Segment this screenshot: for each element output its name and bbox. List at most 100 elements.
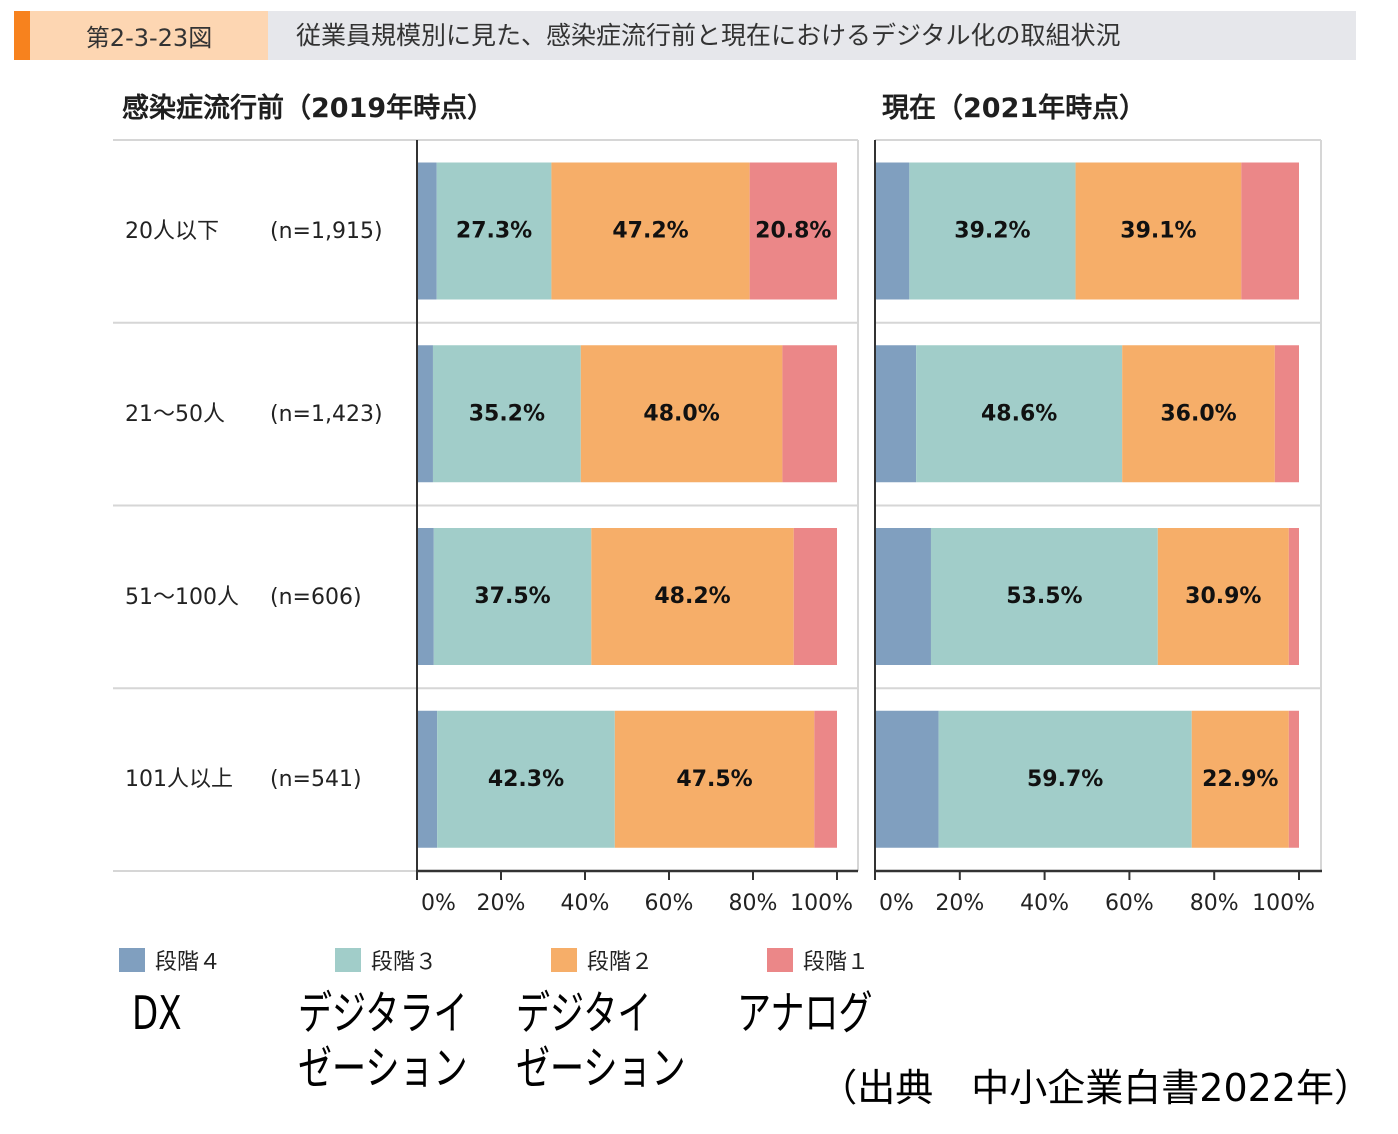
legend-label: 段階３ xyxy=(371,950,438,975)
bar-segment xyxy=(938,710,1192,848)
data-label: 48.6% xyxy=(981,401,1057,426)
legend-item-stage-1: 段階１ xyxy=(767,946,870,975)
legend-swatch xyxy=(551,948,577,972)
bar-segment xyxy=(1288,710,1299,848)
legend-label: 段階２ xyxy=(587,950,654,975)
legend-swatch xyxy=(767,948,793,972)
bar-segment xyxy=(432,345,581,483)
category-label: 101人以上 xyxy=(125,767,233,792)
legend-caption-analog: アナログ xyxy=(737,986,872,1041)
bar-segment xyxy=(580,345,783,483)
caption-line: デジタライ xyxy=(298,986,468,1040)
x-tick-label: 20% xyxy=(935,891,984,916)
source-note: （出典 中小企業白書2022年） xyxy=(819,1066,1372,1110)
header-accent-bar xyxy=(14,11,30,60)
data-label: 36.0% xyxy=(1160,401,1236,426)
bar-segment xyxy=(433,528,592,665)
sample-size-label: (n=1,423) xyxy=(270,402,383,427)
data-label: 47.5% xyxy=(676,767,752,792)
x-tick-label: 80% xyxy=(1190,891,1239,916)
bar-segment xyxy=(1075,162,1242,300)
x-tick-label: 60% xyxy=(645,891,694,916)
bar-segment xyxy=(930,528,1158,665)
data-label: 48.0% xyxy=(643,401,719,426)
figure-number-box: 第2-3-23図 xyxy=(30,11,268,60)
bar-segment xyxy=(614,710,815,848)
bar-segment xyxy=(875,345,917,483)
bar-segment xyxy=(1191,710,1289,848)
x-tick-label: 0% xyxy=(421,891,456,916)
caption-line: ゼーション xyxy=(516,1041,686,1095)
category-label: 51～100人 xyxy=(125,585,239,610)
bar-segment xyxy=(436,162,552,300)
bar-segment xyxy=(1122,345,1275,483)
bar-segment xyxy=(909,162,1076,300)
bar-segment xyxy=(591,528,794,665)
caption-line: ゼーション xyxy=(298,1041,468,1095)
data-label: 47.2% xyxy=(612,219,688,244)
legend-item-stage-4: 段階４ xyxy=(119,946,222,975)
bar-segment xyxy=(875,162,910,300)
legend-item-stage-3: 段階３ xyxy=(335,946,438,975)
bar-segment xyxy=(551,162,750,300)
bar-segment xyxy=(793,528,837,665)
data-label: 42.3% xyxy=(488,767,564,792)
legend-label: 段階４ xyxy=(155,950,222,975)
category-label: 21～50人 xyxy=(125,402,225,427)
x-tick-label: 60% xyxy=(1105,891,1154,916)
caption-line: デジタイ xyxy=(516,986,652,1040)
panel-title-current: 現在（2021年時点） xyxy=(882,93,1147,124)
x-tick-label: 20% xyxy=(477,891,526,916)
caption-line: アナログ xyxy=(737,986,873,1040)
data-label: 22.9% xyxy=(1202,767,1278,792)
figure-title: 従業員規模別に見た、感染症流行前と現在におけるデジタル化の取組状況 xyxy=(296,21,1121,50)
bar-segment xyxy=(782,345,837,483)
data-label: 27.3% xyxy=(456,219,532,244)
bar-segment xyxy=(1274,345,1299,483)
bar-segment xyxy=(814,710,837,848)
bar-segment xyxy=(1241,162,1299,300)
sample-size-label: (n=1,915) xyxy=(270,219,383,244)
legend-caption-dx: DX xyxy=(132,986,182,1041)
data-label: 37.5% xyxy=(474,584,550,609)
data-label: 35.2% xyxy=(469,401,545,426)
data-label: 59.7% xyxy=(1027,767,1103,792)
legend-swatch xyxy=(119,948,145,972)
bar-segment xyxy=(417,162,437,300)
panel-title-before: 感染症流行前（2019年時点） xyxy=(122,93,495,124)
legend-label: 段階１ xyxy=(803,950,870,975)
x-tick-label: 40% xyxy=(561,891,610,916)
legend-caption-digitalization: デジタライ ゼーション xyxy=(298,986,468,1096)
data-label: 39.1% xyxy=(1120,219,1196,244)
legend-swatch xyxy=(335,948,361,972)
category-label: 20人以下 xyxy=(125,219,219,244)
x-tick-label: 0% xyxy=(879,891,914,916)
data-label: 53.5% xyxy=(1006,584,1082,609)
sample-size-label: (n=606) xyxy=(270,585,362,610)
bar-segment xyxy=(437,710,615,848)
bar-segment xyxy=(417,345,433,483)
caption-line: DX xyxy=(132,986,182,1040)
figure-header: 第2-3-23図 従業員規模別に見た、感染症流行前と現在におけるデジタル化の取組… xyxy=(14,11,1356,60)
data-label: 39.2% xyxy=(954,219,1030,244)
bar-segment xyxy=(1157,528,1289,665)
bar-segment xyxy=(875,710,939,848)
bar-segment xyxy=(417,710,438,848)
legend-caption-digitization: デジタイ ゼーション xyxy=(516,986,686,1096)
x-tick-label: 100% xyxy=(1252,891,1315,916)
data-label: 30.9% xyxy=(1185,584,1261,609)
legend-item-stage-2: 段階２ xyxy=(551,946,654,975)
data-label: 48.2% xyxy=(654,584,730,609)
figure-number: 第2-3-23図 xyxy=(85,24,213,52)
bar-segment xyxy=(1288,528,1299,665)
bar-segment xyxy=(916,345,1123,483)
bar-segment xyxy=(749,162,837,300)
x-tick-label: 100% xyxy=(790,891,853,916)
sample-size-label: (n=541) xyxy=(270,767,362,792)
x-tick-label: 40% xyxy=(1020,891,1069,916)
data-label: 20.8% xyxy=(755,219,831,244)
x-tick-label: 80% xyxy=(729,891,778,916)
bar-segment xyxy=(417,528,434,665)
bar-segment xyxy=(875,528,931,665)
